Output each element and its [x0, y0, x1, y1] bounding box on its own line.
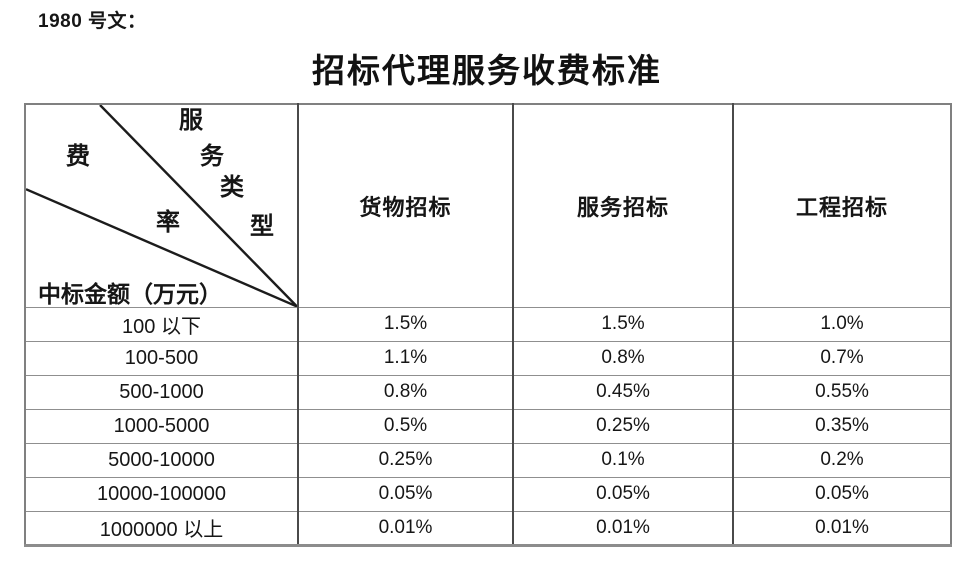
column-header-service: 服务招标 [512, 104, 733, 307]
rate-cell: 0.5% [297, 408, 513, 443]
rate-cell: 0.05% [297, 476, 513, 511]
rate-cell: 0.05% [512, 476, 733, 511]
page-title: 招标代理服务收费标准 [312, 54, 662, 90]
rate-cell: 0.01% [512, 510, 733, 545]
fee-standard-table: 服 务 类 型 费 率 中标金额（万元） 货物招标 服务招标 工程招标 100 … [24, 103, 952, 547]
rate-cell: 1.5% [297, 306, 513, 341]
amount-range-cell: 100-500 [25, 340, 298, 375]
table-row: 10000-100000 0.05% 0.05% 0.05% [25, 476, 951, 511]
doc-number-label: 1980 号文： [38, 11, 147, 32]
amount-range-cell: 500-1000 [25, 374, 298, 409]
corner-label-rate-char: 费 [66, 144, 90, 170]
table-row: 500-1000 0.8% 0.45% 0.55% [25, 374, 951, 409]
amount-range-cell: 1000-5000 [25, 408, 298, 443]
diagonal-lines [26, 105, 297, 307]
table-row: 1000-5000 0.5% 0.25% 0.35% [25, 408, 951, 443]
rate-cell: 0.05% [732, 476, 951, 511]
rate-cell: 0.25% [512, 408, 733, 443]
rate-cell: 1.0% [732, 306, 951, 341]
rate-cell: 0.8% [297, 374, 513, 409]
diagonal-corner-cell: 服 务 类 型 费 率 中标金额（万元） [25, 104, 298, 307]
rate-cell: 0.7% [732, 340, 951, 375]
rate-cell: 0.35% [732, 408, 951, 443]
amount-range-cell: 5000-10000 [25, 442, 298, 477]
column-header-engineering: 工程招标 [732, 104, 951, 307]
corner-label-service-type-char: 类 [220, 175, 244, 201]
column-header-goods: 货物招标 [297, 104, 513, 307]
table-row: 5000-10000 0.25% 0.1% 0.2% [25, 442, 951, 477]
table-row: 100 以下 1.5% 1.5% 1.0% [25, 306, 951, 341]
rate-cell: 0.8% [512, 340, 733, 375]
rate-cell: 0.45% [512, 374, 733, 409]
rate-cell: 0.01% [732, 510, 951, 545]
amount-range-cell: 1000000 以上 [25, 510, 298, 545]
table-row: 1000000 以上 0.01% 0.01% 0.01% [25, 510, 951, 545]
table-header-row: 服 务 类 型 费 率 中标金额（万元） 货物招标 服务招标 工程招标 [25, 104, 951, 307]
rate-cell: 0.25% [297, 442, 513, 477]
corner-label-service-type-char: 服 [179, 108, 203, 134]
corner-label-service-type-char: 务 [200, 144, 224, 170]
rate-cell: 1.1% [297, 340, 513, 375]
rate-cell: 0.01% [297, 510, 513, 545]
amount-range-cell: 10000-100000 [25, 476, 298, 511]
corner-label-amount: 中标金额（万元） [38, 282, 222, 307]
rate-cell: 0.55% [732, 374, 951, 409]
table-row: 100-500 1.1% 0.8% 0.7% [25, 340, 951, 375]
amount-range-cell: 100 以下 [25, 306, 298, 341]
corner-label-rate-char: 率 [156, 210, 180, 236]
diagonal-corner-content: 服 务 类 型 费 率 中标金额（万元） [26, 105, 297, 307]
rate-cell: 0.2% [732, 442, 951, 477]
corner-label-service-type-char: 型 [250, 214, 274, 240]
rate-cell: 0.1% [512, 442, 733, 477]
rate-cell: 1.5% [512, 306, 733, 341]
